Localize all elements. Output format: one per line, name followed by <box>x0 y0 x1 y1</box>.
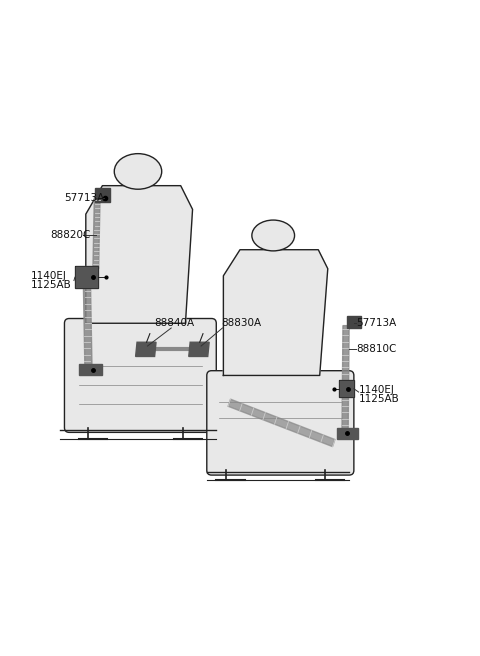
Text: 88820C: 88820C <box>50 230 91 241</box>
Text: 1125AB: 1125AB <box>31 280 72 291</box>
Polygon shape <box>228 399 335 447</box>
Polygon shape <box>337 428 358 440</box>
Text: 88830A: 88830A <box>221 318 261 328</box>
Polygon shape <box>223 250 328 375</box>
Polygon shape <box>93 197 100 269</box>
FancyBboxPatch shape <box>64 319 216 432</box>
Ellipse shape <box>114 154 162 189</box>
Polygon shape <box>96 188 109 202</box>
Polygon shape <box>347 316 361 328</box>
Text: 1140EJ: 1140EJ <box>31 271 67 281</box>
Text: 88810C: 88810C <box>356 344 396 354</box>
Text: 1140EJ: 1140EJ <box>359 384 395 395</box>
Polygon shape <box>342 325 349 430</box>
Text: 1125AB: 1125AB <box>359 394 399 404</box>
Ellipse shape <box>252 220 295 251</box>
Polygon shape <box>86 186 192 323</box>
Polygon shape <box>189 342 209 356</box>
Polygon shape <box>136 342 156 356</box>
FancyBboxPatch shape <box>207 371 354 475</box>
Polygon shape <box>84 288 92 366</box>
Text: 88840A: 88840A <box>155 318 195 328</box>
Polygon shape <box>75 266 97 288</box>
Polygon shape <box>79 363 102 375</box>
Text: 57713A: 57713A <box>64 192 105 203</box>
Polygon shape <box>339 380 354 397</box>
Text: 57713A: 57713A <box>356 318 396 328</box>
